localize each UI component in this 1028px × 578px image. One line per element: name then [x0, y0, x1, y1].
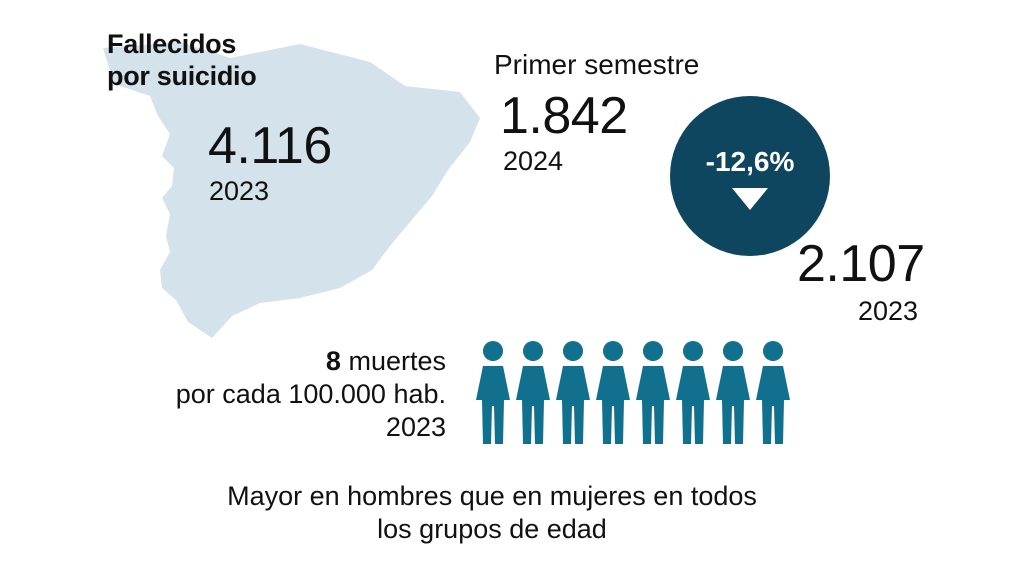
footnote-line-1: Mayor en hombres que en mujeres en todos	[227, 481, 757, 511]
person-icon	[636, 341, 670, 444]
rate-line-1: 8 muertes	[176, 345, 446, 378]
semester-current-value: 1.842	[500, 87, 628, 145]
rate-unit: muertes	[348, 346, 446, 376]
rate-year: 2023	[385, 412, 446, 442]
footnote: Mayor en hombres que en mujeres en todos…	[0, 480, 984, 546]
change-percentage: -12,6%	[705, 146, 795, 177]
total-deaths-value: 4.116	[208, 117, 332, 175]
semester-previous-year: 2023	[858, 296, 919, 326]
total-deaths-year: 2023	[209, 176, 270, 206]
person-icon	[716, 341, 750, 444]
down-arrow-icon	[732, 188, 768, 210]
rate-per: por cada 100.000 hab.	[175, 379, 446, 409]
rate-number: 8	[325, 346, 341, 376]
person-icon	[476, 341, 510, 444]
person-icon	[556, 341, 590, 444]
person-icon	[596, 341, 630, 444]
people-icons	[476, 341, 790, 444]
rate-block: 8 muertes por cada 100.000 hab. 2023	[176, 345, 446, 444]
semester-label: Primer semestre	[494, 49, 700, 80]
change-badge: -12,6%	[670, 96, 830, 256]
chart-title: Fallecidos por suicidio	[107, 28, 257, 92]
person-icon	[676, 341, 710, 444]
title-line-2: por suicidio	[107, 61, 257, 91]
title-line-1: Fallecidos	[107, 29, 237, 59]
semester-current-year: 2024	[503, 146, 564, 176]
spain-map-icon	[103, 42, 480, 338]
semester-previous-value: 2.107	[797, 235, 925, 293]
footnote-line-2: los grupos de edad	[377, 514, 607, 544]
person-icon	[756, 341, 790, 444]
person-icon	[516, 341, 550, 444]
